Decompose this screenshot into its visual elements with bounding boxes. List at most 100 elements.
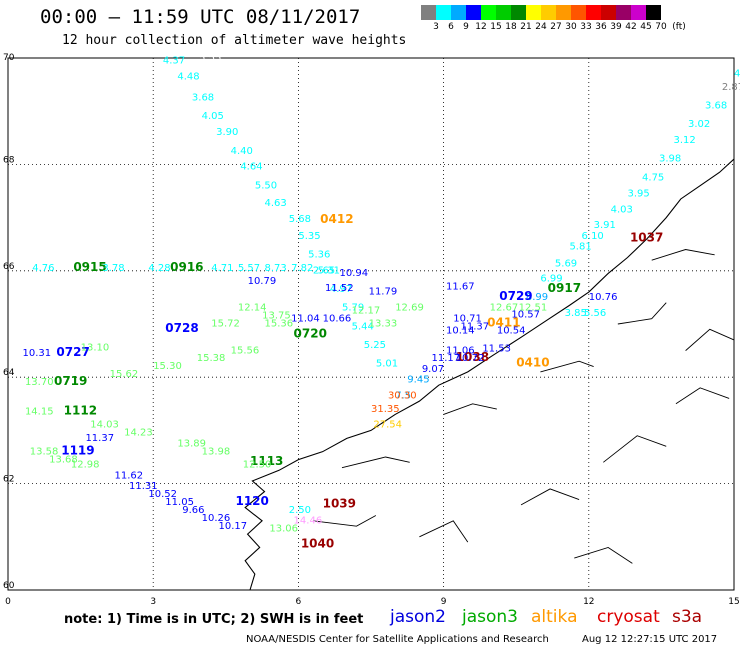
- wave-height-label: 15.62: [110, 369, 139, 380]
- pass-time-label: 0917: [548, 281, 581, 295]
- chart-subtitle: 12 hour collection of altimeter wave hei…: [62, 33, 407, 48]
- inland-outline: [443, 403, 497, 415]
- scale-label: 9: [463, 22, 469, 32]
- x-tick-label: 3: [150, 597, 156, 607]
- wave-height-label: 11.04: [291, 313, 320, 324]
- wave-height-label: 10.57: [511, 310, 540, 321]
- scale-label: 30: [565, 22, 577, 32]
- pass-time-label: 1038: [456, 350, 489, 364]
- wave-height-label: 5.01: [376, 359, 398, 370]
- wave-height-label: 11.06: [446, 345, 475, 356]
- scale-swatch: [451, 5, 466, 20]
- wave-height-label: 10.79: [248, 276, 277, 287]
- x-tick-label: 12: [583, 597, 594, 607]
- wave-height-label: 10.76: [589, 292, 618, 303]
- y-tick-label: 68: [3, 155, 15, 165]
- wave-height-label: 5.36: [308, 250, 330, 261]
- legend-altika: altika: [531, 607, 578, 627]
- scale-swatch: [631, 5, 646, 20]
- wave-height-label: 11.53: [482, 344, 511, 355]
- wave-height-label: 4.63: [265, 198, 287, 209]
- scale-label: 36: [595, 22, 607, 32]
- wave-height-label: 10.31: [23, 348, 52, 359]
- scale-label: 39: [610, 22, 622, 32]
- wave-height-label: 14.15: [25, 406, 54, 417]
- wave-height-label: 4.64: [240, 162, 262, 173]
- wave-height-label: 10.66: [323, 313, 352, 324]
- pass-time-label: 0411: [487, 316, 520, 330]
- wave-height-label: 4.97: [330, 284, 352, 295]
- scale-label: 27: [550, 22, 562, 32]
- wave-height-label: 5.56: [584, 308, 606, 319]
- x-tick-label: 0: [5, 597, 11, 607]
- wave-height-label: 5.31: [318, 265, 340, 276]
- wave-height-label: 14.03: [90, 420, 119, 431]
- wave-height-label: 30.30: [388, 390, 417, 401]
- footer-note: note: 1) Time is in UTC; 2) SWH is in fe…: [64, 612, 364, 627]
- wave-height-label: 5.69: [555, 259, 577, 270]
- scale-label: 24: [535, 22, 547, 32]
- wave-height-label: 3.85: [565, 308, 587, 319]
- wave-height-label: 4.71: [211, 263, 233, 274]
- pass-time-label: 0915: [73, 260, 106, 274]
- wave-height-label: 15.56: [231, 345, 260, 356]
- wave-height-label: 6.10: [582, 231, 604, 242]
- wave-height-label: 12.51: [519, 303, 548, 314]
- wave-height-label: 5.68: [289, 214, 311, 225]
- scale-label: 70: [655, 22, 667, 32]
- wave-height-label: 3.98: [659, 154, 681, 165]
- pass-time-label: 1119: [61, 443, 94, 457]
- scale-unit: (ft): [672, 22, 686, 32]
- wave-height-label: 3.68: [705, 101, 727, 112]
- scale-swatch: [541, 5, 556, 20]
- wave-height-label: 11.37: [85, 433, 114, 444]
- legend-jason3: jason3: [462, 607, 518, 627]
- chart-title: 00:00 – 11:59 UTC 08/11/2017: [40, 6, 361, 28]
- wave-height-label: 8.73: [265, 263, 287, 274]
- wave-height-label: 12.98: [71, 460, 100, 471]
- wave-height-label: 5.25: [364, 340, 386, 351]
- wave-height-label: 9.45: [407, 375, 429, 386]
- wave-height-label: 3.12: [674, 135, 696, 146]
- color-scale-bar: [421, 5, 661, 20]
- wave-height-label: 7.5: [395, 390, 411, 401]
- pass-time-label: 0410: [516, 356, 549, 370]
- inland-outline: [341, 456, 410, 469]
- wave-height-label: 11.05: [165, 497, 194, 508]
- wave-height-label: 13.68: [49, 454, 78, 465]
- wave-height-label: 2.50: [289, 505, 311, 516]
- wave-height-label: 12.14: [238, 303, 267, 314]
- scale-swatch: [556, 5, 571, 20]
- wave-height-label: 12.69: [395, 303, 424, 314]
- wave-height-label: 13.98: [202, 446, 231, 457]
- scale-label: 12: [475, 22, 487, 32]
- scale-swatch: [421, 5, 436, 20]
- scale-swatch: [601, 5, 616, 20]
- wave-height-label: 12.17: [352, 305, 381, 316]
- wave-height-label: 4.40: [231, 146, 253, 157]
- wave-height-label: 11.37: [461, 321, 490, 332]
- wave-height-label: 14.46: [294, 516, 323, 527]
- scale-label: 15: [490, 22, 502, 32]
- pass-time-label: 1120: [235, 494, 268, 508]
- x-tick-label: 9: [441, 597, 447, 607]
- wave-height-label: 2.65: [313, 265, 335, 276]
- wave-height-label: 11.17: [432, 353, 461, 364]
- inland-outline: [520, 488, 580, 506]
- scale-swatch: [586, 5, 601, 20]
- wave-height-label: 8.99: [526, 292, 548, 303]
- wave-height-label: 13.58: [30, 446, 59, 457]
- wave-height-label: 10.17: [219, 521, 248, 532]
- wave-height-label: 7.82: [291, 263, 313, 274]
- wave-height-label: 13.89: [177, 438, 206, 449]
- wave-height-label: 3.78: [102, 263, 124, 274]
- wave-height-label: 4.37: [163, 55, 185, 66]
- scale-label: 6: [448, 22, 454, 32]
- wave-height-label: 5.35: [298, 231, 320, 242]
- wave-height-label: 2.87: [722, 82, 740, 93]
- wave-height-label: 15.38: [197, 353, 226, 364]
- pass-time-label: 1039: [323, 497, 356, 511]
- scale-label: 33: [580, 22, 592, 32]
- wave-height-label: 13.10: [81, 343, 110, 354]
- wave-height-label: 10.14: [446, 326, 475, 337]
